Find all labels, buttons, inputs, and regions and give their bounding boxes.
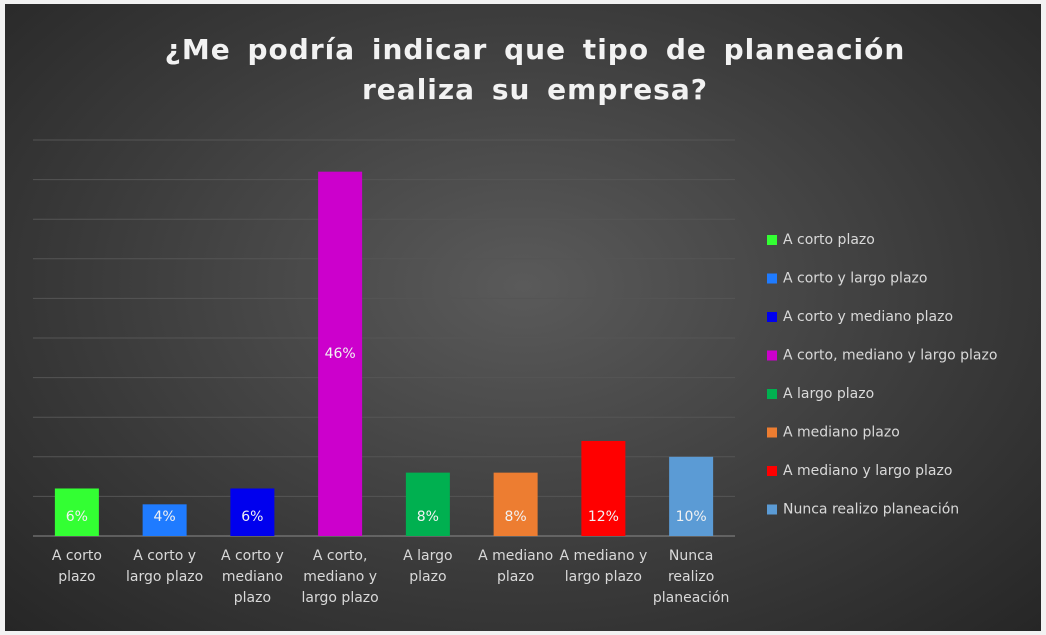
bar bbox=[318, 171, 363, 536]
data-label: 4% bbox=[154, 509, 176, 525]
bar bbox=[493, 472, 538, 536]
bar bbox=[54, 488, 99, 536]
legend-label: A largo plazo bbox=[783, 386, 874, 402]
x-tick-label: A corto y largo plazo bbox=[126, 548, 204, 585]
legend-swatch bbox=[767, 235, 777, 245]
x-tick-label: Nunca realizo planeación bbox=[652, 548, 730, 606]
bar bbox=[230, 488, 275, 536]
legend-label: A corto y largo plazo bbox=[783, 271, 927, 287]
plot: 6% 4% 6% 46% 8% 8% 12% 10% A corto plazo A corto … bbox=[33, 139, 997, 537]
bar bbox=[669, 456, 714, 536]
chart-title: ¿Me podría indicar que tipo de planeació… bbox=[164, 33, 906, 106]
legend-swatch bbox=[767, 350, 777, 361]
legend-swatch bbox=[767, 389, 777, 399]
x-tick-label: A corto, mediano y largo plazo bbox=[301, 548, 379, 606]
bar bbox=[142, 504, 187, 536]
legend-label: A corto y mediano plazo bbox=[783, 309, 953, 325]
x-tick-label: A corto y mediano plazo bbox=[220, 548, 284, 606]
data-label: 8% bbox=[417, 509, 439, 525]
legend-swatch bbox=[767, 427, 777, 438]
x-tick-label: A mediano y largo plazo bbox=[559, 548, 648, 585]
bar bbox=[581, 440, 626, 536]
data-label: 10% bbox=[676, 509, 707, 525]
legend-swatch bbox=[767, 273, 777, 284]
legend-label: Nunca realizo planeación bbox=[783, 502, 959, 518]
legend-swatch bbox=[767, 466, 777, 476]
legend-swatch bbox=[767, 504, 777, 515]
data-label: 6% bbox=[241, 509, 263, 525]
chart: ¿Me podría indicar que tipo de planeació… bbox=[5, 4, 1041, 631]
legend-label: A corto, mediano y largo plazo bbox=[783, 348, 997, 364]
data-label: 12% bbox=[588, 509, 619, 525]
legend-label: A mediano y largo plazo bbox=[783, 463, 952, 479]
legend-swatch bbox=[767, 312, 777, 322]
legend-label: A corto plazo bbox=[783, 232, 875, 248]
data-label: 46% bbox=[325, 346, 356, 362]
data-label: 6% bbox=[66, 509, 88, 525]
bar bbox=[405, 472, 450, 536]
x-tick-label: A mediano plazo bbox=[478, 548, 554, 585]
x-tick-label: A corto plazo bbox=[51, 548, 102, 585]
data-label: 8% bbox=[505, 509, 527, 525]
legend-label: A mediano plazo bbox=[783, 425, 900, 441]
x-tick-label: A largo plazo bbox=[403, 548, 453, 585]
